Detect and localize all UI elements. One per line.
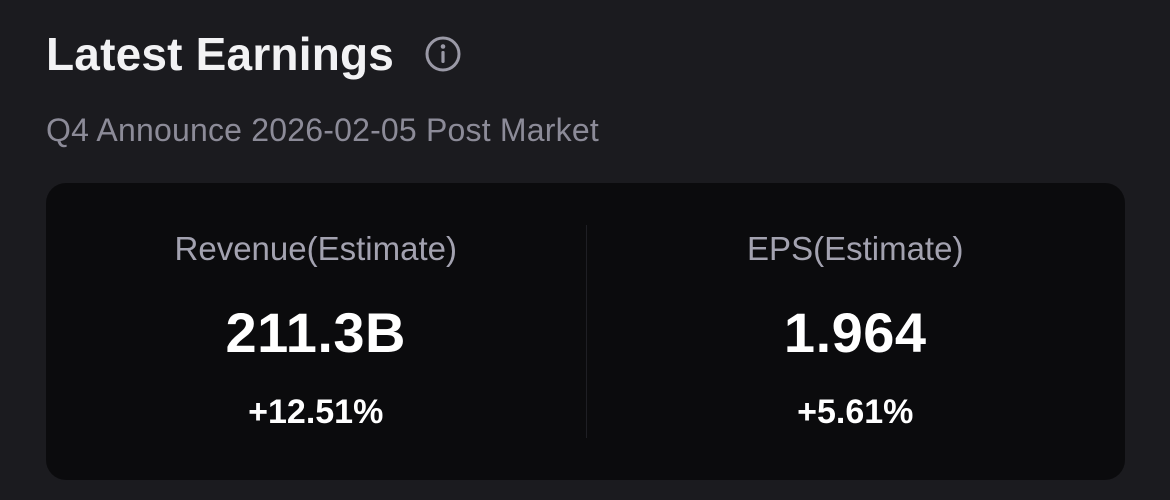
page-title: Latest Earnings: [46, 28, 395, 80]
revenue-value: 211.3B: [225, 301, 406, 364]
eps-metric: EPS(Estimate) 1.964 +5.61%: [586, 183, 1126, 480]
eps-change: +5.61%: [797, 393, 914, 431]
title-row: Latest Earnings: [46, 26, 462, 82]
eps-value: 1.964: [783, 301, 927, 364]
announcement-subtitle: Q4 Announce 2026-02-05 Post Market: [46, 112, 599, 148]
earnings-card: Revenue(Estimate) 211.3B +12.51% EPS(Est…: [46, 183, 1125, 480]
revenue-metric: Revenue(Estimate) 211.3B +12.51%: [46, 183, 586, 480]
info-icon[interactable]: [424, 35, 462, 73]
revenue-label: Revenue(Estimate): [174, 230, 457, 267]
revenue-change: +12.51%: [248, 393, 384, 431]
eps-label: EPS(Estimate): [747, 230, 964, 267]
card-divider: [586, 225, 587, 438]
